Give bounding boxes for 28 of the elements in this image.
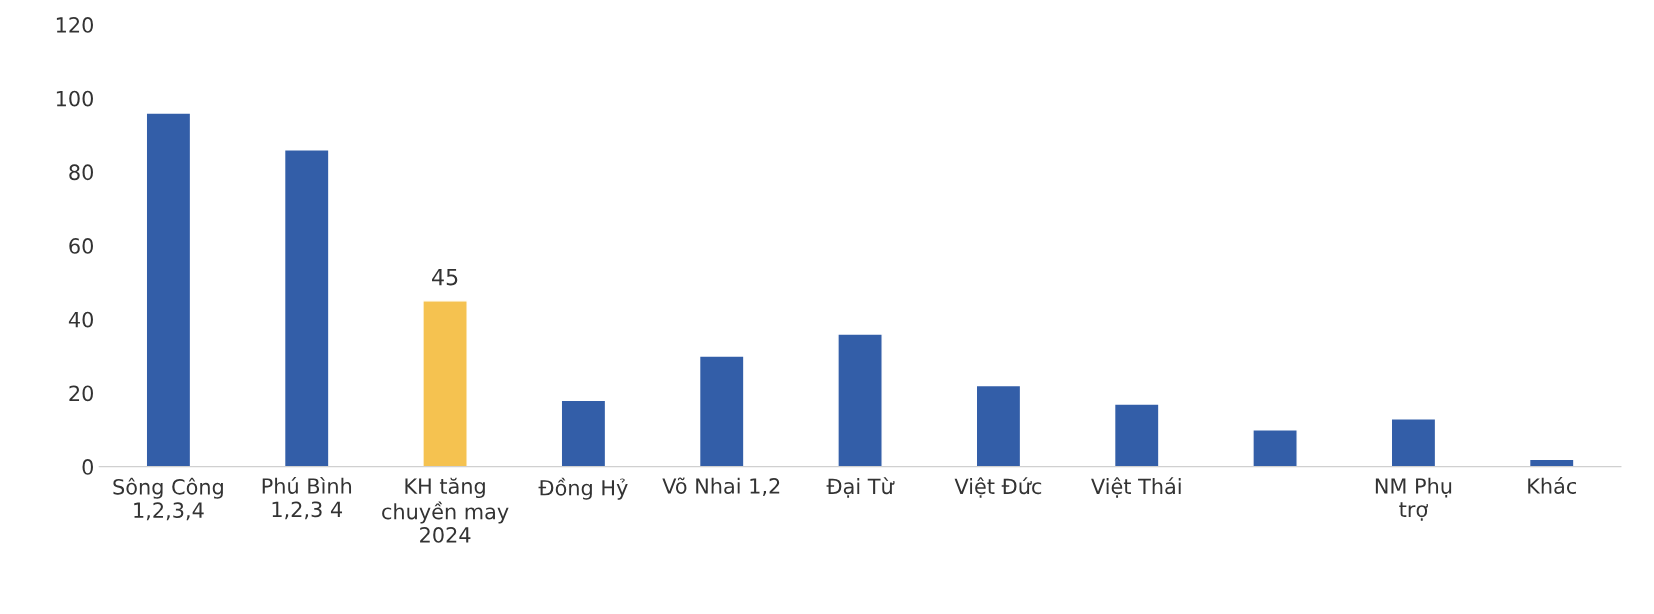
y-tick-label: 80	[69, 164, 93, 181]
bar	[837, 333, 883, 467]
bar	[1390, 418, 1437, 467]
x-tick-label: Việt Đức	[954, 477, 1042, 498]
bar	[145, 112, 192, 467]
bar	[560, 399, 607, 467]
data-label: 45	[432, 268, 458, 286]
y-tick-label: 20	[69, 385, 93, 402]
y-tick-label: 0	[82, 459, 93, 475]
y-tick-label: 120	[56, 17, 93, 33]
bar	[1113, 403, 1160, 467]
x-tick-label: Khác	[1528, 476, 1576, 494]
bar	[975, 384, 1022, 467]
x-tick-label: Phú Bình 1,2,3 4	[262, 476, 352, 520]
y-tick-label: 100	[56, 90, 93, 107]
bar	[698, 355, 745, 467]
x-tick-label: KH tăng chuyền may 2024	[382, 477, 509, 543]
bar	[283, 149, 330, 467]
x-tick-label: Đồng Hỷ	[538, 477, 628, 500]
bar	[422, 300, 468, 467]
y-tick-label: 40	[68, 311, 93, 328]
y-tick-label: 60	[69, 238, 93, 254]
x-tick-label: Việt Thái	[1091, 477, 1181, 498]
x-tick-label: NM Phụ trợ	[1375, 477, 1452, 521]
x-tick-label: Đại Từ	[826, 477, 895, 498]
x-tick-label: Sông Công 1,2,3,4	[113, 477, 223, 521]
x-tick-label: Võ Nhai 1,2	[662, 477, 780, 496]
bar	[1252, 429, 1298, 467]
